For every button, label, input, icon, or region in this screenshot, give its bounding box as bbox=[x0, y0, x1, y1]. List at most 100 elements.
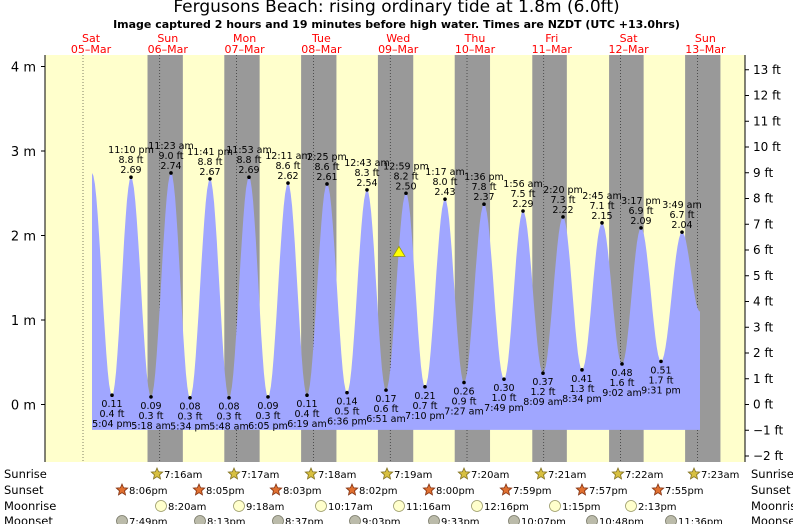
low-tide-m: 0.41 bbox=[571, 374, 592, 385]
high-tide-time: 2:25 pm bbox=[307, 152, 347, 163]
high-tide-point bbox=[208, 177, 212, 181]
high-tide-m: 2.54 bbox=[356, 178, 377, 189]
high-tide-point bbox=[169, 171, 173, 175]
right-axis-tick-label: 2 ft bbox=[753, 346, 773, 360]
low-tide-m: 0.48 bbox=[611, 368, 632, 379]
sunset-time: 7:59pm bbox=[513, 486, 552, 497]
high-tide-ft: 8.3 ft bbox=[354, 168, 379, 179]
low-tide-ft: 0.4 ft bbox=[99, 409, 124, 420]
current-tide-triangle bbox=[392, 245, 406, 257]
moonset-icon bbox=[586, 515, 598, 524]
moonrise-time: 9:18am bbox=[246, 502, 284, 513]
low-tide-time: 7:49 pm bbox=[484, 403, 524, 414]
high-tide-ft: 8.6 ft bbox=[314, 162, 339, 173]
low-tide-point bbox=[462, 380, 466, 385]
moonrise-time: 1:15pm bbox=[562, 502, 601, 513]
low-tide-point bbox=[188, 395, 192, 400]
left-axis-tick-label: 4 m bbox=[11, 61, 36, 76]
high-tide-ft: 8.8 ft bbox=[236, 155, 261, 166]
sunset-time: 7:55pm bbox=[665, 486, 704, 497]
high-tide-point bbox=[325, 182, 329, 186]
low-tide-m: 0.09 bbox=[257, 401, 278, 412]
row-label-right: Sunset bbox=[751, 483, 791, 497]
low-tide-m: 0.08 bbox=[218, 402, 239, 413]
low-tide-ft: 0.6 ft bbox=[373, 404, 398, 415]
moonrise-icon bbox=[155, 500, 167, 512]
low-tide-point bbox=[266, 395, 270, 399]
sunset-icon bbox=[422, 482, 436, 496]
day-name-label: Sat bbox=[620, 32, 639, 45]
low-tide-point bbox=[502, 377, 506, 381]
moonrise-icon bbox=[315, 500, 327, 512]
moonset-icon bbox=[349, 515, 361, 524]
right-axis-tick-label: 7 ft bbox=[753, 217, 773, 231]
moonset-time: 9:03pm bbox=[362, 517, 401, 524]
day-name-label: Mon bbox=[233, 32, 256, 45]
low-tide-ft: 0.3 ft bbox=[216, 412, 241, 423]
low-tide-point bbox=[659, 359, 663, 364]
right-axis-tick-label: 5 ft bbox=[753, 269, 773, 283]
high-tide-m: 2.69 bbox=[238, 165, 259, 176]
low-tide-point bbox=[384, 388, 388, 392]
sunset-icon bbox=[115, 482, 129, 496]
chart-subtitle: Image captured 2 hours and 19 minutes be… bbox=[113, 18, 680, 31]
sunrise-time: 7:17am bbox=[241, 470, 279, 481]
right-axis-tick-label: −1 ft bbox=[753, 423, 784, 437]
low-tide-time: 7:10 pm bbox=[405, 411, 445, 422]
high-tide-m: 2.29 bbox=[512, 199, 533, 210]
high-tide-time: 12:59 pm bbox=[383, 161, 429, 172]
day-date-label: 09–Mar bbox=[378, 43, 419, 56]
moonrise-icon bbox=[549, 500, 561, 512]
low-tide-time: 6:36 pm bbox=[327, 417, 367, 428]
high-tide-point bbox=[639, 226, 643, 230]
low-tide-time: 5:18 am bbox=[131, 421, 170, 432]
high-tide-point bbox=[482, 202, 486, 207]
low-tide-m: 0.30 bbox=[493, 383, 514, 394]
sunrise-icon bbox=[380, 466, 394, 480]
day-labels: Sat05–MarSun06–MarMon07–MarTue08–MarWed0… bbox=[71, 32, 726, 56]
day-date-label: 13–Mar bbox=[685, 43, 726, 56]
low-tide-point bbox=[580, 368, 584, 372]
sunset-icon bbox=[269, 482, 283, 496]
high-tide-ft: 6.9 ft bbox=[628, 206, 653, 217]
left-axis-tick-label: 0 m bbox=[11, 399, 36, 414]
right-axis-tick-label: 1 ft bbox=[753, 372, 773, 386]
high-tide-ft: 9.0 ft bbox=[158, 151, 183, 162]
moonset-time: 7:49pm bbox=[129, 517, 168, 524]
moonrise-icon bbox=[625, 500, 637, 512]
high-tide-m: 2.09 bbox=[630, 216, 651, 227]
row-label-left: Sunset bbox=[4, 483, 44, 497]
high-tide-time: 2:20 pm bbox=[543, 185, 583, 196]
sunset-time: 8:05pm bbox=[206, 486, 245, 497]
high-tide-time: 3:17 pm bbox=[621, 196, 661, 207]
sunrise-icon bbox=[457, 466, 471, 480]
axes: 0 m 1 m 2 m 3 m 4 m −2 ft −1 ft 0 ft 1 ft 2 ft 3 f… bbox=[11, 55, 784, 463]
high-tide-time: 11:23 am bbox=[148, 141, 193, 152]
right-axis-tick-label: −2 ft bbox=[753, 449, 784, 463]
sunset-time: 8:03pm bbox=[283, 486, 322, 497]
high-tide-ft: 8.8 ft bbox=[197, 157, 222, 168]
high-tide-ft: 7.1 ft bbox=[589, 201, 614, 212]
sunrise-icon bbox=[611, 466, 625, 480]
low-tide-time: 6:19 am bbox=[287, 419, 326, 430]
day-date-label: 05–Mar bbox=[71, 43, 112, 56]
high-tide-m: 2.74 bbox=[160, 161, 181, 172]
moonset-icon bbox=[428, 515, 440, 524]
tide-curve bbox=[92, 172, 700, 430]
high-tide-time: 1:36 pm bbox=[464, 172, 504, 183]
low-tide-time: 5:48 am bbox=[209, 422, 248, 433]
left-axis-tick-label: 1 m bbox=[11, 314, 36, 329]
high-tide-point bbox=[404, 191, 408, 196]
day-date-label: 10–Mar bbox=[455, 43, 496, 56]
sunrise-time: 7:20am bbox=[471, 470, 509, 481]
low-tide-m: 0.14 bbox=[336, 397, 357, 408]
high-tide-m: 2.50 bbox=[395, 181, 416, 192]
low-tide-ft: 1.3 ft bbox=[569, 384, 594, 395]
sunset-time: 8:06pm bbox=[129, 486, 168, 497]
high-tide-m: 2.04 bbox=[671, 220, 692, 231]
high-tide-ft: 7.5 ft bbox=[510, 189, 535, 200]
low-tide-ft: 0.9 ft bbox=[451, 397, 476, 408]
day-name-label: Thu bbox=[464, 32, 486, 45]
low-tide-point bbox=[345, 390, 349, 395]
